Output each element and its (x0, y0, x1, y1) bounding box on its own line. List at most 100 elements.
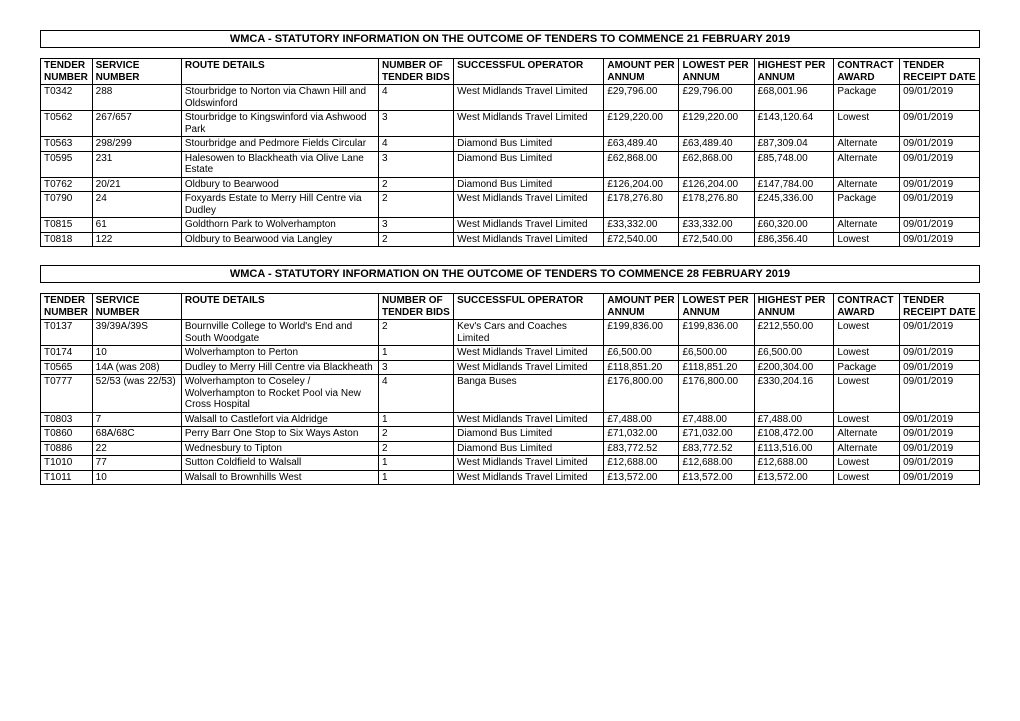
cell-bids: 3 (379, 218, 454, 233)
cell-service: 24 (92, 192, 181, 218)
cell-amt: £12,688.00 (604, 456, 679, 471)
cell-route: Wednesbury to Tipton (181, 441, 378, 456)
cell-tender: T0803 (41, 412, 93, 427)
cell-service: 10 (92, 346, 181, 361)
cell-tender: T0137 (41, 320, 93, 346)
table-row: T101110Walsall to Brownhills West1West M… (41, 470, 980, 485)
cell-high: £330,204.16 (754, 375, 834, 413)
cell-low: £129,220.00 (679, 111, 754, 137)
cell-low: £71,032.00 (679, 427, 754, 442)
table-row: T0595231Halesowen to Blackheath via Oliv… (41, 151, 980, 177)
cell-date: 09/01/2019 (900, 412, 980, 427)
cell-high: £87,309.04 (754, 137, 834, 152)
cell-service: 61 (92, 218, 181, 233)
col-header-tender: TENDER NUMBER (41, 294, 93, 320)
col-header-amt: AMOUNT PER ANNUM (604, 294, 679, 320)
cell-award: Lowest (834, 456, 900, 471)
cell-service: 20/21 (92, 177, 181, 192)
cell-amt: £62,868.00 (604, 151, 679, 177)
cell-tender: T0342 (41, 85, 93, 111)
cell-route: Goldthorn Park to Wolverhampton (181, 218, 378, 233)
col-header-route: ROUTE DETAILS (181, 294, 378, 320)
cell-service: 22 (92, 441, 181, 456)
cell-bids: 1 (379, 346, 454, 361)
cell-tender: T0815 (41, 218, 93, 233)
cell-route: Oldbury to Bearwood via Langley (181, 232, 378, 247)
cell-bids: 4 (379, 375, 454, 413)
col-header-service: SERVICE NUMBER (92, 59, 181, 85)
cell-tender: T0886 (41, 441, 93, 456)
cell-amt: £118,851.20 (604, 360, 679, 375)
cell-bids: 1 (379, 456, 454, 471)
cell-service: 122 (92, 232, 181, 247)
cell-amt: £33,332.00 (604, 218, 679, 233)
cell-low: £72,540.00 (679, 232, 754, 247)
cell-tender: T0595 (41, 151, 93, 177)
table-row: T086068A/68CPerry Barr One Stop to Six W… (41, 427, 980, 442)
cell-bids: 3 (379, 111, 454, 137)
cell-route: Walsall to Castlefort via Aldridge (181, 412, 378, 427)
cell-bids: 1 (379, 412, 454, 427)
table-row: T081561Goldthorn Park to Wolverhampton3W… (41, 218, 980, 233)
cell-low: £199,836.00 (679, 320, 754, 346)
col-header-bids: NUMBER OF TENDER BIDS (379, 294, 454, 320)
cell-amt: £6,500.00 (604, 346, 679, 361)
cell-tender: T0860 (41, 427, 93, 442)
cell-bids: 4 (379, 137, 454, 152)
cell-route: Sutton Coldfield to Walsall (181, 456, 378, 471)
cell-date: 09/01/2019 (900, 192, 980, 218)
cell-bids: 3 (379, 151, 454, 177)
cell-tender: T0762 (41, 177, 93, 192)
cell-low: £118,851.20 (679, 360, 754, 375)
cell-date: 09/01/2019 (900, 375, 980, 413)
table-row: T0563298/299Stourbridge and Pedmore Fiel… (41, 137, 980, 152)
cell-amt: £29,796.00 (604, 85, 679, 111)
cell-amt: £199,836.00 (604, 320, 679, 346)
table-row: T0562267/657Stourbridge to Kingswinford … (41, 111, 980, 137)
cell-award: Package (834, 85, 900, 111)
table-row: T101077Sutton Coldfield to Walsall1West … (41, 456, 980, 471)
cell-high: £200,304.00 (754, 360, 834, 375)
cell-award: Alternate (834, 177, 900, 192)
col-header-service: SERVICE NUMBER (92, 294, 181, 320)
col-header-date: TENDER RECEIPT DATE (900, 59, 980, 85)
col-header-route: ROUTE DETAILS (181, 59, 378, 85)
table-row: T013739/39A/39SBournville College to Wor… (41, 320, 980, 346)
table-row: T076220/21Oldbury to Bearwood2Diamond Bu… (41, 177, 980, 192)
cell-route: Walsall to Brownhills West (181, 470, 378, 485)
cell-award: Lowest (834, 320, 900, 346)
cell-low: £178,276.80 (679, 192, 754, 218)
cell-date: 09/01/2019 (900, 441, 980, 456)
cell-high: £245,336.00 (754, 192, 834, 218)
cell-high: £60,320.00 (754, 218, 834, 233)
cell-high: £113,516.00 (754, 441, 834, 456)
cell-service: 298/299 (92, 137, 181, 152)
table-row: T08037Walsall to Castlefort via Aldridge… (41, 412, 980, 427)
cell-date: 09/01/2019 (900, 360, 980, 375)
cell-high: £7,488.00 (754, 412, 834, 427)
col-header-high: HIGHEST PER ANNUM (754, 59, 834, 85)
cell-tender: T0562 (41, 111, 93, 137)
cell-high: £13,572.00 (754, 470, 834, 485)
cell-high: £68,001.96 (754, 85, 834, 111)
cell-low: £176,800.00 (679, 375, 754, 413)
cell-op: Diamond Bus Limited (454, 441, 604, 456)
cell-low: £126,204.00 (679, 177, 754, 192)
cell-op: West Midlands Travel Limited (454, 470, 604, 485)
cell-high: £143,120.64 (754, 111, 834, 137)
cell-op: West Midlands Travel Limited (454, 412, 604, 427)
cell-date: 09/01/2019 (900, 470, 980, 485)
cell-date: 09/01/2019 (900, 232, 980, 247)
cell-service: 39/39A/39S (92, 320, 181, 346)
cell-low: £7,488.00 (679, 412, 754, 427)
cell-op: Diamond Bus Limited (454, 177, 604, 192)
cell-amt: £178,276.80 (604, 192, 679, 218)
table-row: T077752/53 (was 22/53)Wolverhampton to C… (41, 375, 980, 413)
cell-high: £85,748.00 (754, 151, 834, 177)
cell-op: Banga Buses (454, 375, 604, 413)
cell-amt: £71,032.00 (604, 427, 679, 442)
cell-service: 77 (92, 456, 181, 471)
cell-low: £63,489.40 (679, 137, 754, 152)
cell-route: Perry Barr One Stop to Six Ways Aston (181, 427, 378, 442)
cell-route: Stourbridge and Pedmore Fields Circular (181, 137, 378, 152)
